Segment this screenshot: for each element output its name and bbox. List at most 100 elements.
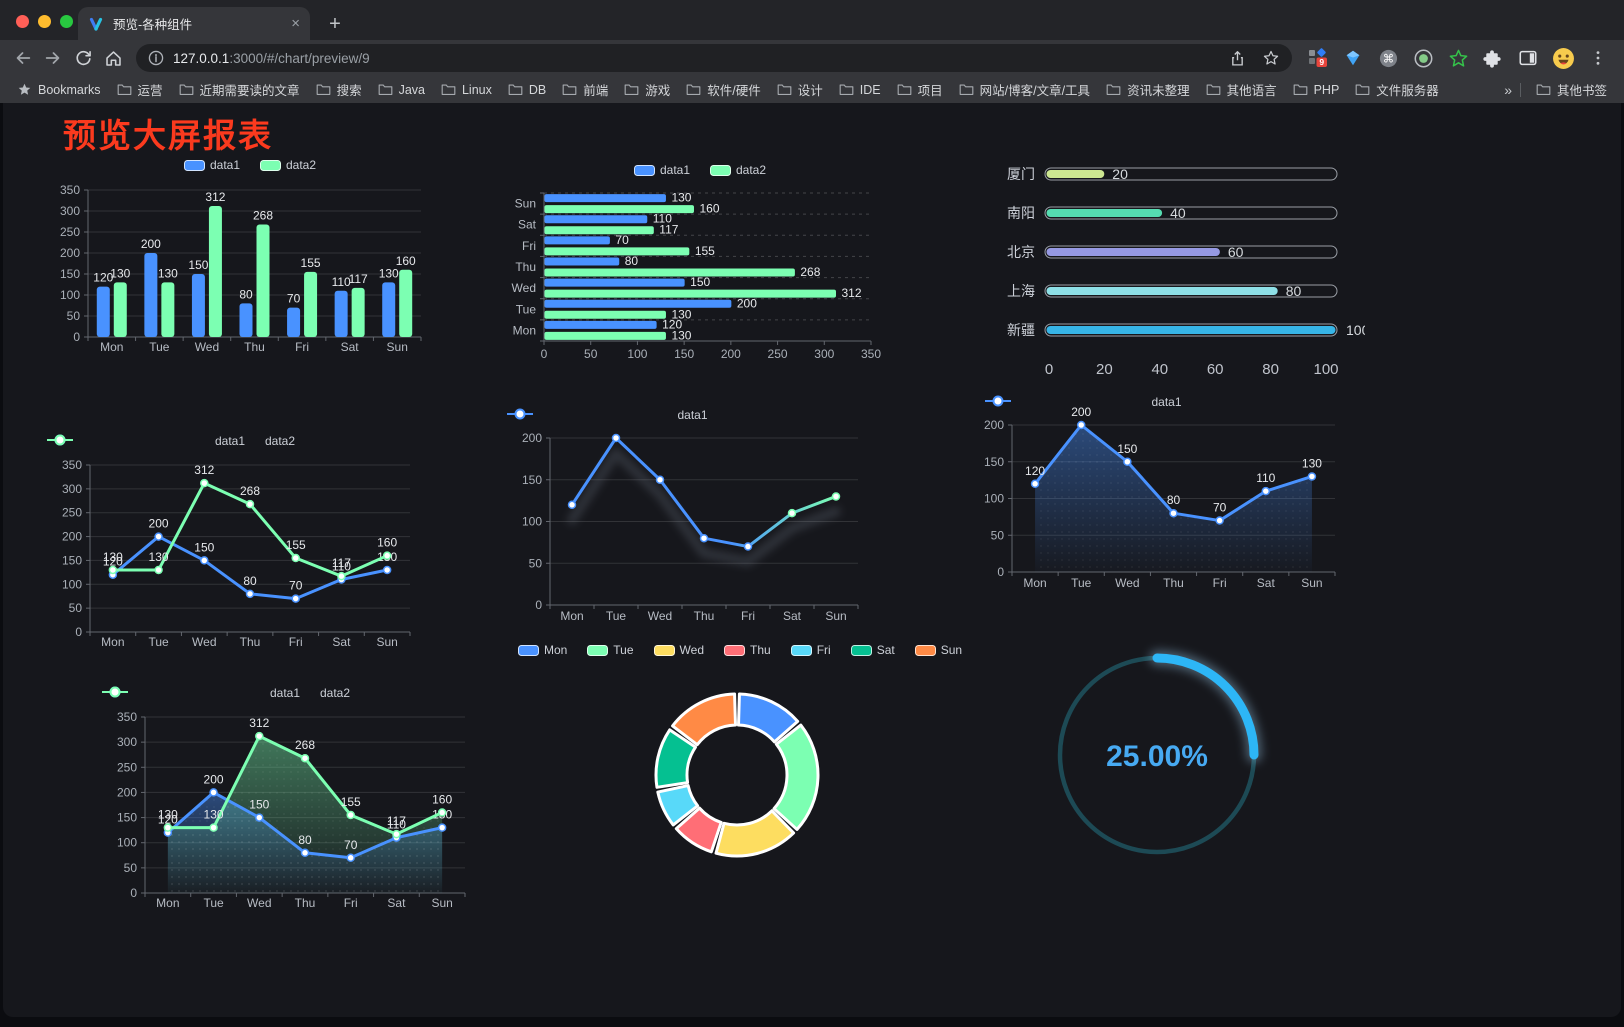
legend-item-data2[interactable]: data2 bbox=[260, 158, 316, 172]
bookmarks-overflow-chevron[interactable]: » bbox=[1504, 81, 1512, 98]
svg-text:Mon: Mon bbox=[101, 635, 124, 649]
bookmark-label: Linux bbox=[461, 82, 492, 97]
extension-blocker-icon[interactable]: 9 bbox=[1306, 46, 1330, 70]
side-panel-icon[interactable] bbox=[1516, 46, 1540, 70]
svg-text:0: 0 bbox=[130, 886, 137, 900]
legend-item-data1[interactable]: data1 bbox=[47, 434, 245, 448]
folder-icon bbox=[378, 84, 392, 95]
bookmark-item[interactable]: IDE bbox=[832, 81, 888, 99]
svg-text:Sat: Sat bbox=[387, 896, 406, 910]
chart-line-grouped[interactable]: data1 data2 0 50 100 150 200 250 300 350 Mon Tue Wed… bbox=[45, 420, 465, 675]
svg-text:200: 200 bbox=[141, 237, 161, 251]
legend-item-data2[interactable]: data2 bbox=[102, 686, 350, 700]
bookmark-item[interactable]: 搜索 bbox=[309, 78, 369, 101]
extension-gem-icon[interactable] bbox=[1341, 46, 1365, 70]
legend-item-data2[interactable]: data2 bbox=[710, 163, 766, 177]
extension-record-icon[interactable] bbox=[1411, 46, 1435, 70]
bookmark-item[interactable]: 网站/博客/文章/工具 bbox=[952, 78, 1097, 101]
tab-close-icon[interactable]: × bbox=[291, 15, 300, 32]
svg-text:Wed: Wed bbox=[1115, 576, 1139, 590]
svg-text:130: 130 bbox=[110, 266, 130, 280]
forward-button[interactable] bbox=[38, 43, 68, 73]
folder-icon bbox=[1536, 84, 1551, 95]
chart-progress-bars[interactable]: 厦门 20 南阳 40 北京 60 上海 80 新疆 100 0 20 40 60 80 100 bbox=[985, 150, 1365, 400]
legend-item-data1[interactable]: data1 bbox=[183, 158, 240, 172]
address-bar[interactable]: 127.0.0.1:3000/#/chart/preview/9 bbox=[136, 44, 1292, 72]
chart-area-single[interactable]: data1 0 50 100 150 200 Mon Tue Wed Thu Fri Sat Sun 12… bbox=[983, 390, 1350, 608]
chart-bar-grouped[interactable]: data1 data2 0 50 100 150 200 250 300 350 Mon Tue Wed… bbox=[45, 148, 455, 380]
svg-text:80: 80 bbox=[239, 287, 253, 301]
browser-menu-icon[interactable] bbox=[1586, 46, 1610, 70]
chart-gauge[interactable]: 25.00% bbox=[1040, 640, 1280, 885]
back-button[interactable] bbox=[8, 43, 38, 73]
legend-item-data1[interactable]: data1 bbox=[102, 686, 300, 700]
extension-command-icon[interactable]: ⌘ bbox=[1376, 46, 1400, 70]
new-tab-button[interactable]: + bbox=[329, 12, 341, 35]
legend-label: data1 bbox=[269, 686, 300, 700]
bookmark-item[interactable]: Java bbox=[371, 81, 432, 99]
bookmark-item[interactable]: 项目 bbox=[890, 78, 950, 101]
share-icon[interactable] bbox=[1229, 50, 1246, 67]
svg-text:200: 200 bbox=[149, 517, 169, 531]
legend-label: data1 bbox=[214, 434, 245, 448]
legend-item-data1[interactable]: data1 bbox=[985, 395, 1182, 409]
bookmark-star-icon[interactable] bbox=[1262, 49, 1280, 67]
legend-item-Sat[interactable]: Sat bbox=[850, 643, 895, 657]
minimize-window-button[interactable] bbox=[38, 15, 51, 28]
chart-bar-horizontal[interactable]: data1 data2 0 50 100 150 200 250 300 350 Mon 120 130… bbox=[500, 150, 900, 385]
legend-item-Wed[interactable]: Wed bbox=[653, 643, 704, 657]
home-button[interactable] bbox=[98, 43, 128, 73]
legend-item-Sun[interactable]: Sun bbox=[914, 643, 963, 657]
svg-text:160: 160 bbox=[396, 254, 416, 268]
svg-text:60: 60 bbox=[1228, 244, 1244, 260]
close-window-button[interactable] bbox=[16, 15, 29, 28]
bookmark-item[interactable]: PHP bbox=[1286, 81, 1347, 99]
extension-green-star-icon[interactable] bbox=[1446, 46, 1470, 70]
svg-text:Tue: Tue bbox=[516, 302, 537, 316]
legend-item-Tue[interactable]: Tue bbox=[587, 643, 634, 657]
svg-text:Sun: Sun bbox=[431, 896, 452, 910]
bookmarks-root[interactable]: Bookmarks bbox=[10, 80, 108, 99]
reload-button[interactable] bbox=[68, 43, 98, 73]
bookmark-item[interactable]: 近期需要读的文章 bbox=[172, 78, 307, 101]
svg-text:新疆: 新疆 bbox=[1007, 322, 1035, 338]
legend-item-data1[interactable]: data1 bbox=[507, 408, 708, 422]
svg-text:Sun: Sun bbox=[1301, 576, 1322, 590]
bookmark-item[interactable]: Linux bbox=[434, 81, 499, 99]
bookmark-item[interactable]: 前端 bbox=[555, 78, 615, 101]
svg-text:Sat: Sat bbox=[1257, 576, 1276, 590]
bookmark-item[interactable]: DB bbox=[501, 81, 553, 99]
bookmark-item[interactable]: 资讯未整理 bbox=[1099, 78, 1197, 101]
svg-text:Tue: Tue bbox=[606, 609, 627, 623]
legend-item-data2[interactable]: data2 bbox=[47, 434, 295, 448]
legend-item-Mon[interactable]: Mon bbox=[517, 643, 567, 657]
chart-line-gradient[interactable]: data1 0 50 100 150 200 Mon Tue Wed Thu Fri Sat Sun bbox=[505, 398, 880, 643]
site-info-icon[interactable] bbox=[148, 50, 164, 66]
legend-item-Fri[interactable]: Fri bbox=[790, 643, 831, 657]
bookmark-item[interactable]: 设计 bbox=[770, 78, 830, 101]
legend-label: Sun bbox=[940, 643, 963, 657]
svg-text:150: 150 bbox=[690, 275, 710, 289]
chart-line-area-grouped[interactable]: data1 data2 0 50 100 150 200 250 300 350 Mon Tue Wed… bbox=[100, 672, 520, 932]
legend-item-Thu[interactable]: Thu bbox=[724, 643, 771, 657]
svg-text:0: 0 bbox=[997, 565, 1004, 579]
zoom-window-button[interactable] bbox=[60, 15, 73, 28]
bookmark-item[interactable]: 文件服务器 bbox=[1348, 78, 1446, 101]
other-bookmarks[interactable]: 其他书签 bbox=[1529, 78, 1614, 101]
bookmark-item[interactable]: 软件/硬件 bbox=[679, 78, 767, 101]
svg-text:0: 0 bbox=[541, 347, 548, 361]
bookmark-item[interactable]: 游戏 bbox=[617, 78, 677, 101]
bookmarks-divider bbox=[1519, 82, 1521, 97]
svg-text:150: 150 bbox=[60, 267, 80, 281]
legend-label: data1 bbox=[659, 163, 690, 177]
svg-text:Thu: Thu bbox=[295, 896, 316, 910]
bookmark-item[interactable]: 其他语言 bbox=[1199, 78, 1284, 101]
chart-donut[interactable]: Mon Tue Wed Thu Fri Sat Sun bbox=[517, 635, 962, 897]
browser-tab[interactable]: 预览-各种组件 × bbox=[78, 7, 310, 40]
legend-item-data1[interactable]: data1 bbox=[633, 163, 690, 177]
svg-text:155: 155 bbox=[695, 244, 715, 258]
extensions-puzzle-icon[interactable] bbox=[1481, 46, 1505, 70]
bookmark-label: 近期需要读的文章 bbox=[199, 84, 300, 98]
bookmark-item[interactable]: 运营 bbox=[110, 78, 170, 101]
profile-avatar-emoji[interactable] bbox=[1551, 46, 1575, 70]
